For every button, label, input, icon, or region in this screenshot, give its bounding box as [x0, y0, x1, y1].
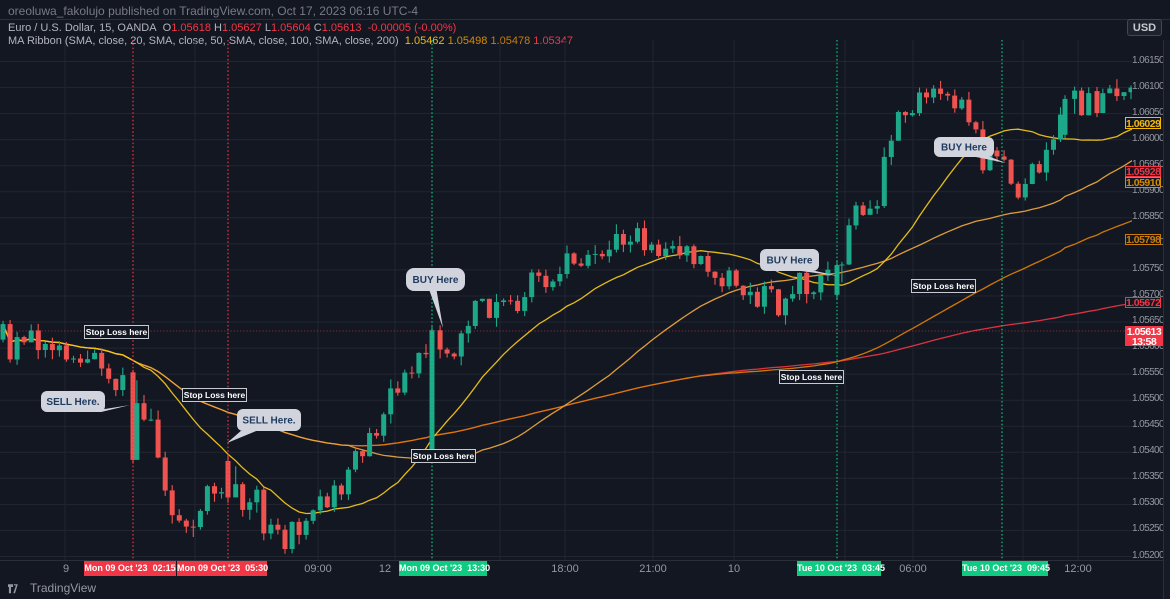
svg-text:SELL Here.: SELL Here. [46, 397, 99, 408]
svg-text:BUY Here: BUY Here [413, 275, 459, 286]
svg-text:BUY Here: BUY Here [767, 256, 813, 267]
svg-text:BUY Here: BUY Here [941, 143, 987, 154]
svg-text:SELL Here.: SELL Here. [242, 416, 295, 427]
